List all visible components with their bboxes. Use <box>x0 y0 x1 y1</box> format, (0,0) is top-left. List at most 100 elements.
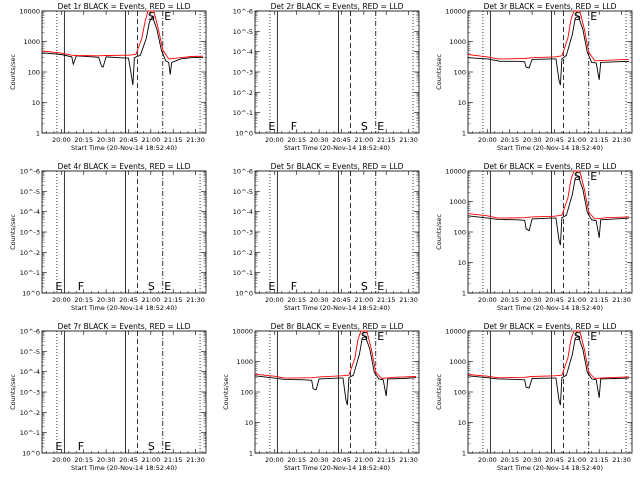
x-tick-label: 20:00 <box>478 136 497 144</box>
y-tick-label: 10^-2 <box>233 89 253 97</box>
x-tick-label: 20:15 <box>74 136 93 144</box>
y-tick-label: 10^-4 <box>20 368 40 376</box>
y-tick-label: 100 <box>454 229 466 237</box>
x-tick-label: 20:00 <box>265 296 284 304</box>
plot-frame <box>41 170 207 294</box>
panel-title: Det 4r BLACK = Events, RED = LLD <box>58 162 191 171</box>
y-tick-label: 10^-1 <box>20 429 40 437</box>
x-tick-label: 21:00 <box>354 296 373 304</box>
y-tick-label: 100 <box>454 389 466 397</box>
y-tick-label: 100 <box>241 389 253 397</box>
x-tick-label: 20:30 <box>310 296 329 304</box>
x-tick-label: 20:30 <box>310 456 329 464</box>
x-tick-label: 21:30 <box>612 296 631 304</box>
x-tick-label: 21:00 <box>141 136 160 144</box>
y-tick-label: 10^-2 <box>20 249 40 257</box>
series-line-black: BLACK = Events <box>467 175 630 246</box>
marker-label: E <box>164 280 171 293</box>
marker-label: E <box>55 280 62 293</box>
x-tick-label: 20:15 <box>500 136 519 144</box>
y-tick-label: 10^-3 <box>233 229 253 237</box>
x-tick-label: 21:15 <box>377 296 396 304</box>
y-tick-label: 10^-5 <box>233 28 253 36</box>
x-tick-label: 20:00 <box>265 136 284 144</box>
x-tick-label: 20:15 <box>287 296 306 304</box>
y-tick-label: 100 <box>28 69 40 77</box>
panel-title: Det 8r BLACK = Events, RED = LLD <box>271 322 404 331</box>
x-tick-label: 20:15 <box>74 296 93 304</box>
x-tick-label: 20:00 <box>478 456 497 464</box>
y-tick-label: 1 <box>462 290 466 298</box>
y-tick-label: 10^0 <box>235 290 253 298</box>
marker-label: E <box>55 440 62 453</box>
marker-label: E <box>268 280 275 293</box>
y-axis-label: Counts/sec <box>9 374 17 410</box>
series-line-red: RED = LLD <box>41 10 204 60</box>
x-tick-label: 21:30 <box>612 456 631 464</box>
x-tick-label: 20:30 <box>523 456 542 464</box>
x-tick-label: 20:00 <box>52 136 71 144</box>
x-tick-label: 20:30 <box>310 136 329 144</box>
x-tick-label: 21:30 <box>399 456 418 464</box>
y-tick-label: 10 <box>245 419 253 427</box>
y-tick-label: 10 <box>458 419 466 427</box>
marker-label: E <box>590 170 597 183</box>
marker-label: E <box>590 10 597 23</box>
series-line-red: RED = LLD <box>467 330 630 379</box>
marker-label: S <box>361 330 368 343</box>
plot-frame <box>41 330 207 454</box>
y-tick-label: 10^-6 <box>233 168 253 176</box>
panel-title: Det 1r BLACK = Events, RED = LLD <box>58 2 191 11</box>
x-tick-label: 21:15 <box>164 136 183 144</box>
plot-frame <box>41 10 207 134</box>
x-tick-label: 21:15 <box>164 456 183 464</box>
marker-label: F <box>291 280 297 293</box>
marker-label: E <box>164 440 171 453</box>
y-tick-label: 10 <box>458 259 466 267</box>
y-tick-label: 10^-3 <box>20 389 40 397</box>
y-axis-label: Counts/sec <box>9 54 17 90</box>
plot-frame <box>467 330 633 454</box>
series-line-black: BLACK = Events <box>254 335 417 406</box>
y-tick-label: 1000 <box>23 38 40 46</box>
x-tick-label: 20:45 <box>332 296 351 304</box>
x-tick-label: 21:00 <box>567 296 586 304</box>
x-tick-label: 21:30 <box>186 296 205 304</box>
x-tick-label: 21:15 <box>590 136 609 144</box>
x-tick-label: 20:15 <box>74 456 93 464</box>
plot-frame <box>254 170 420 294</box>
x-tick-label: 21:00 <box>354 136 373 144</box>
marker-label: E <box>164 10 171 23</box>
x-tick-label: 21:00 <box>141 456 160 464</box>
y-tick-label: 10^-2 <box>233 249 253 257</box>
x-tick-label: 20:00 <box>265 456 284 464</box>
y-axis-label: Counts/sec <box>435 214 443 250</box>
x-tick-label: 21:15 <box>377 456 396 464</box>
y-tick-label: 1000 <box>449 358 466 366</box>
x-tick-label: 20:45 <box>332 136 351 144</box>
x-tick-label: 20:45 <box>545 456 564 464</box>
marker-label: S <box>361 120 368 133</box>
x-axis-label: Start Time (20-Nov-14 18:52:40) <box>497 304 603 312</box>
x-tick-label: 20:30 <box>97 136 116 144</box>
x-tick-label: 21:00 <box>567 456 586 464</box>
y-tick-label: 10^-6 <box>20 168 40 176</box>
x-tick-label: 21:15 <box>377 136 396 144</box>
x-axis-label: Start Time (20-Nov-14 18:52:40) <box>71 304 177 312</box>
panel-title: Det 6r BLACK = Events, RED = LLD <box>484 162 617 171</box>
x-tick-label: 21:30 <box>186 456 205 464</box>
y-tick-label: 10 <box>458 99 466 107</box>
y-tick-label: 10^-5 <box>20 348 40 356</box>
x-tick-label: 20:15 <box>500 296 519 304</box>
y-tick-label: 1 <box>36 130 40 138</box>
y-tick-label: 10000 <box>232 328 253 336</box>
marker-label: F <box>291 120 297 133</box>
y-tick-label: 10000 <box>445 8 466 16</box>
